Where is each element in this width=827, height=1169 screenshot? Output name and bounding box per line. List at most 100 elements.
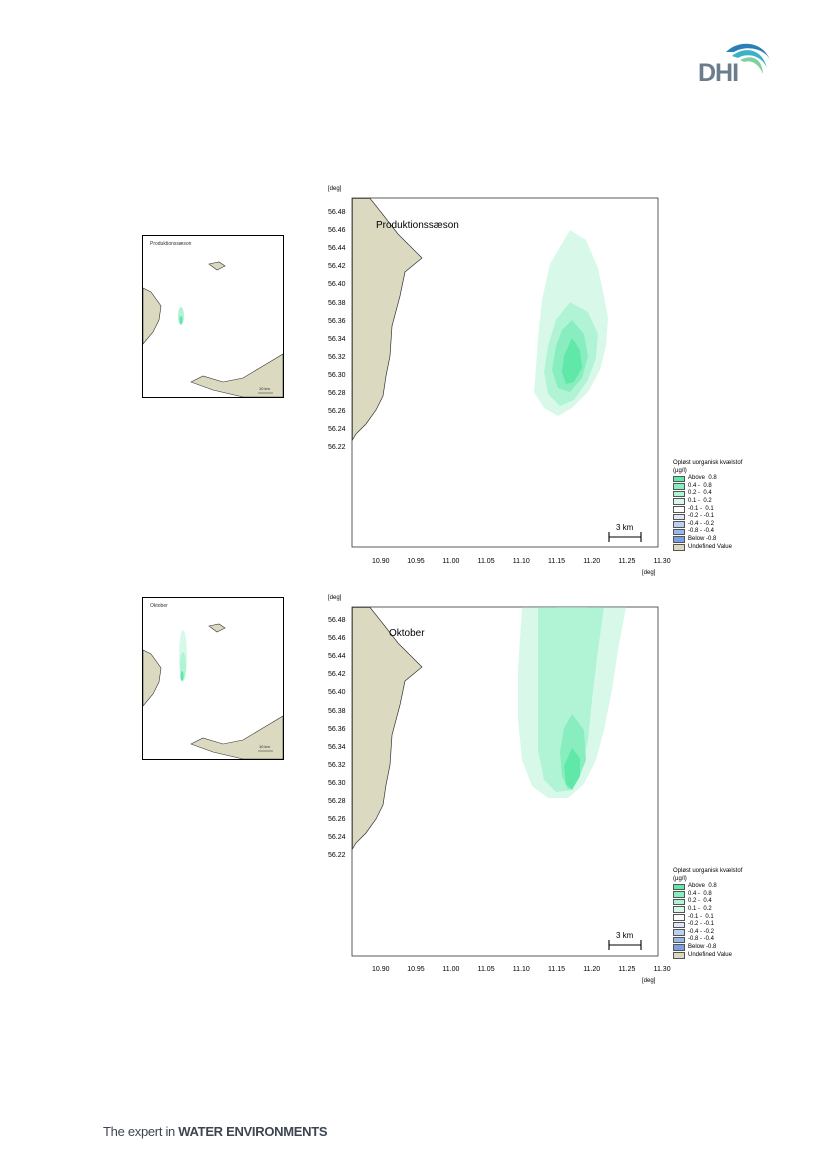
legend-item: -0.4 - -0.2 (673, 929, 742, 937)
legend-item: Above 0.8 (673, 883, 742, 891)
legend-swatch (673, 506, 685, 513)
y-tick-label: 56.42 (328, 263, 346, 271)
legend-label: -0.1 - 0.1 (688, 913, 714, 920)
legend-swatch (673, 952, 685, 959)
x-tick-label: 10.95 (407, 966, 425, 973)
x-tick-label: 10.90 (372, 966, 390, 973)
y-tick-label: 56.40 (328, 689, 346, 697)
inset-scale-label: 10 km (259, 386, 270, 391)
legend-unit: (µg/l) (673, 875, 687, 882)
inset-label: Oktober (150, 603, 168, 609)
legend-swatch (673, 528, 685, 536)
legend: Opløst uorganisk kvælstof (µg/l) Above 0.8… (673, 460, 742, 551)
y-tick-label: 56.30 (328, 779, 346, 787)
legend-swatch (673, 475, 685, 483)
legend-item: -0.8 - -0.4 (673, 936, 742, 944)
legend-item: -0.4 - -0.2 (673, 521, 742, 529)
legend-item: -0.1 - 0.1 (673, 506, 742, 514)
map-1-drawing (351, 197, 659, 548)
x-tick-label: 11.15 (548, 558, 565, 565)
legend-swatch (673, 490, 685, 498)
legend-item: 0.1 - 0.2 (673, 906, 742, 914)
scale-bar-label: 3 km (616, 931, 634, 940)
legend-label: 0.1 - 0.2 (688, 905, 712, 912)
y-unit-label: [deg] (328, 186, 342, 192)
y-tick-label: 56.34 (328, 743, 346, 751)
y-tick-label: 56.24 (328, 426, 346, 434)
legend: Opløst uorganisk kvælstof (µg/l) Above 0.8… (673, 868, 742, 959)
y-tick-label: 56.24 (328, 834, 346, 842)
legend-label: -0.2 - -0.1 (688, 513, 715, 520)
legend-label: -0.8 - -0.4 (688, 528, 715, 535)
inset-map-1-drawing (143, 261, 283, 397)
legend-item: 0.4 - 0.8 (673, 891, 742, 899)
legend-item: Below -0.8 (673, 536, 742, 544)
x-tick-label: 11.20 (583, 558, 601, 565)
legend-item: 0.1 - 0.2 (673, 498, 742, 506)
inset-map-1: Produktionssæson 10 km (142, 235, 284, 398)
inset-scale-label: 10 km (259, 744, 270, 749)
legend-item: Undefined Value (673, 544, 742, 552)
legend-label: Undefined Value (688, 951, 732, 958)
y-tick-label: 56.32 (328, 761, 346, 769)
legend-label: -0.8 - -0.4 (688, 936, 715, 943)
y-tick-label: 56.28 (328, 798, 346, 805)
legend-label: -0.1 - 0.1 (688, 505, 714, 512)
x-tick-label: 10.95 (407, 558, 425, 565)
panel-title: Produktionssæson (376, 220, 459, 231)
legend-swatch (673, 936, 685, 944)
y-tick-label: 56.44 (328, 653, 346, 661)
legend-swatch (673, 914, 685, 921)
y-tick-label: 56.38 (328, 707, 346, 715)
panel-title: Oktober (389, 628, 425, 639)
legend-label: Below -0.8 (688, 943, 717, 950)
legend-swatch (673, 944, 685, 952)
y-tick-label: 56.36 (328, 725, 346, 733)
legend-swatch (673, 929, 685, 936)
inset-label: Produktionssæson (150, 241, 192, 247)
legend-label: Undefined Value (688, 543, 732, 550)
y-tick-label: 56.28 (328, 390, 346, 397)
y-tick-label: 56.48 (328, 617, 346, 624)
legend-label: 0.4 - 0.8 (688, 482, 712, 489)
footer-bold: WATER ENVIRONMENTS (178, 1124, 328, 1139)
legend-label: 0.2 - 0.4 (688, 490, 712, 497)
y-tick-label: 56.22 (328, 444, 346, 452)
y-tick-label: 56.40 (328, 281, 346, 289)
logo-text: DHI (698, 59, 739, 87)
y-tick-label: 56.22 (328, 852, 346, 860)
legend-label: Above 0.8 (688, 883, 717, 890)
legend-item: -0.2 - -0.1 (673, 921, 742, 929)
legend-label: -0.4 - -0.2 (688, 928, 715, 935)
map-panel-1: [deg] [deg] Produktionssæson 3 km 56.48 5… (328, 186, 742, 576)
legend-swatch (673, 906, 685, 914)
legend-item: -0.8 - -0.4 (673, 528, 742, 536)
x-tick-label: 11.25 (618, 966, 636, 973)
x-tick-label: 11.30 (653, 966, 671, 973)
x-unit-label: [deg] (642, 978, 656, 984)
footer-prefix: The expert in (103, 1124, 179, 1139)
legend-swatch (673, 898, 685, 906)
map-2-drawing (351, 606, 659, 957)
x-tick-label: 11.10 (512, 966, 530, 973)
legend-label: -0.4 - -0.2 (688, 520, 715, 527)
x-tick-label: 10.90 (372, 558, 390, 565)
legend-label: Above 0.8 (688, 475, 717, 482)
legend-item: 0.2 - 0.4 (673, 898, 742, 906)
legend-label: 0.4 - 0.8 (688, 890, 712, 897)
y-tick-label: 56.46 (328, 227, 346, 235)
legend-item: Below -0.8 (673, 944, 742, 952)
legend-swatch (673, 536, 685, 544)
x-tick-label: 11.20 (583, 966, 601, 973)
x-tick-label: 11.25 (618, 558, 636, 565)
x-tick-label: 11.00 (442, 966, 460, 973)
legend-swatch (673, 891, 685, 898)
y-tick-label: 56.34 (328, 335, 346, 343)
legend-title: Opløst uorganisk kvælstof (673, 868, 743, 874)
legend-unit: (µg/l) (673, 467, 687, 474)
legend-swatch (673, 921, 685, 929)
legend-item: Undefined Value (673, 952, 742, 960)
legend-swatch (673, 544, 685, 551)
x-tick-label: 11.30 (653, 558, 671, 565)
x-tick-label: 11.15 (548, 966, 565, 973)
